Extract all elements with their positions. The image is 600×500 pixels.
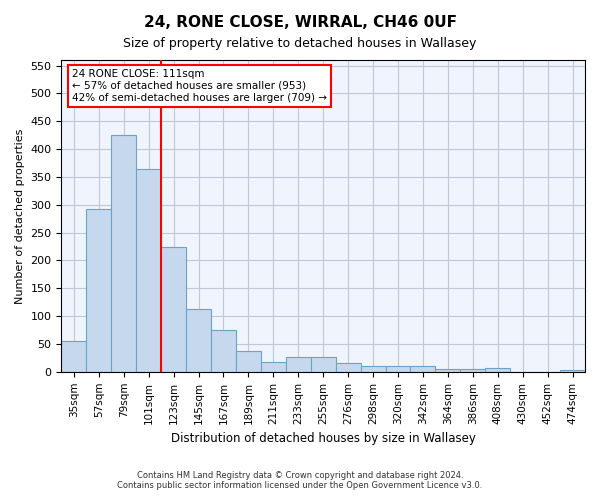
Bar [335,364,361,372]
Y-axis label: Number of detached properties: Number of detached properties [15,128,25,304]
Text: Size of property relative to detached houses in Wallasey: Size of property relative to detached ho… [124,38,476,51]
Text: 24 RONE CLOSE: 111sqm
← 57% of detached houses are smaller (953)
42% of semi-det: 24 RONE CLOSE: 111sqm ← 57% of detached … [72,70,327,102]
Bar [136,168,161,372]
Bar [186,309,211,372]
Bar [261,362,286,372]
Bar [311,357,335,372]
Bar [161,246,186,372]
Bar [485,368,510,372]
Bar [61,341,86,372]
Bar [560,370,585,372]
Bar [236,350,261,372]
X-axis label: Distribution of detached houses by size in Wallasey: Distribution of detached houses by size … [171,432,476,445]
Bar [436,369,460,372]
Bar [211,330,236,372]
Bar [410,366,436,372]
Bar [361,366,386,372]
Bar [111,135,136,372]
Bar [460,369,485,372]
Bar [386,366,410,372]
Text: 24, RONE CLOSE, WIRRAL, CH46 0UF: 24, RONE CLOSE, WIRRAL, CH46 0UF [143,15,457,30]
Bar [86,208,111,372]
Bar [286,357,311,372]
Text: Contains HM Land Registry data © Crown copyright and database right 2024.
Contai: Contains HM Land Registry data © Crown c… [118,470,482,490]
